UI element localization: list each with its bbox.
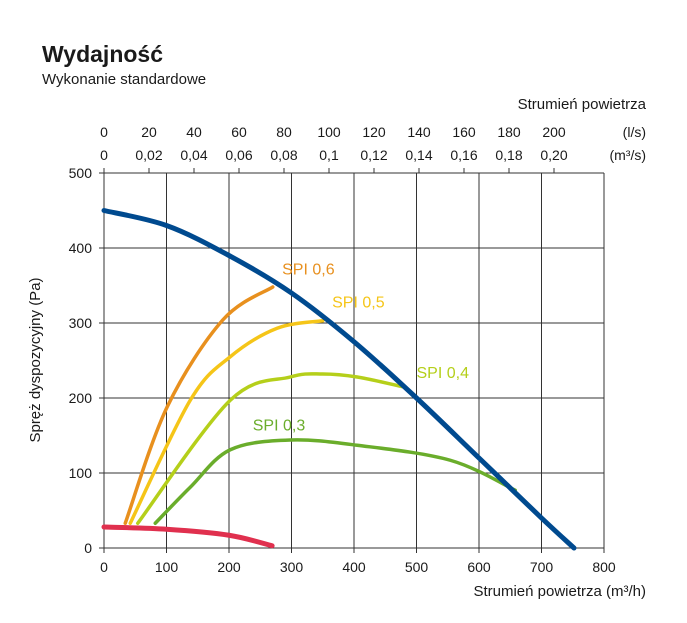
top-ls-label: 40 — [186, 124, 202, 140]
top-m3s-label: 0,12 — [360, 147, 387, 163]
x-tick-label: 400 — [342, 559, 366, 575]
top-ls-label: 0 — [100, 124, 108, 140]
top-m3s-label: 0,1 — [319, 147, 339, 163]
x-tick-label: 200 — [217, 559, 241, 575]
top-ls-label: 180 — [497, 124, 521, 140]
y-tick-label: 300 — [69, 315, 93, 331]
top-ls-label: 140 — [407, 124, 431, 140]
y-tick-label: 100 — [69, 465, 93, 481]
y-tick-label: 0 — [84, 540, 92, 556]
chart-title: Wydajność — [42, 41, 163, 67]
chart-subtitle: Wykonanie standardowe — [42, 71, 206, 88]
top-m3s-label: 0,14 — [405, 147, 432, 163]
y-tick-label: 500 — [69, 165, 93, 181]
top-m3s-label: 0,18 — [495, 147, 522, 163]
top-m3s-label: 0 — [100, 147, 108, 163]
annotations: SPI 0,6 SPI 0,5 SPI 0,4 SPI 0,3 — [253, 261, 469, 434]
top-ls-label: 100 — [317, 124, 341, 140]
top-m3s-label: 0,02 — [135, 147, 162, 163]
x-tick-label: 100 — [155, 559, 179, 575]
x-tick-label: 700 — [530, 559, 554, 575]
top-m3s-label: 0,16 — [450, 147, 477, 163]
series-line-spi-0-5 — [128, 319, 325, 525]
top-m3s-label: 0,20 — [540, 147, 567, 163]
top-m3s-label: 0,04 — [180, 147, 207, 163]
axis-ticks: 0 100 200 300 400 500 600 700 800010020030040050… — [69, 124, 616, 575]
series-label: SPI 0,3 — [253, 417, 306, 434]
x-tick-label: 300 — [280, 559, 304, 575]
series-line-spi-0-6 — [123, 285, 275, 525]
top-axis-label: Strumień powietrza — [518, 96, 647, 113]
series-lines — [101, 208, 577, 551]
min-curve-line — [101, 524, 275, 549]
top-m3s-label: 0,08 — [270, 147, 297, 163]
top-m3s-label: 0,06 — [225, 147, 252, 163]
series-line-spi-0-4 — [136, 372, 405, 525]
top-ls-label: 80 — [276, 124, 292, 140]
y-tick-label: 200 — [69, 390, 93, 406]
top-ls-label: 60 — [231, 124, 247, 140]
series-line-spi-0-3 — [153, 438, 517, 525]
x-axis-label: Strumień powietrza (m³/h) — [473, 583, 646, 600]
fan-curve-line — [101, 208, 577, 551]
top-ls-label: 200 — [542, 124, 566, 140]
top-axis-m3s-unit: (m³/s) — [609, 147, 646, 163]
top-ls-label: 20 — [141, 124, 157, 140]
series-label: SPI 0,4 — [417, 365, 470, 382]
series-label: SPI 0,6 — [282, 261, 335, 278]
grid — [99, 172, 605, 553]
x-tick-label: 800 — [592, 559, 616, 575]
top-ls-label: 120 — [362, 124, 386, 140]
series-label: SPI 0,5 — [332, 294, 385, 311]
top-axis-ls-unit: (l/s) — [623, 124, 646, 140]
x-tick-label: 0 — [100, 559, 108, 575]
y-axis-label: Spręż dyspozycyjny (Pa) — [27, 277, 44, 442]
top-ls-label: 160 — [452, 124, 476, 140]
x-tick-label: 600 — [467, 559, 491, 575]
y-tick-label: 400 — [69, 240, 93, 256]
x-tick-label: 500 — [405, 559, 429, 575]
